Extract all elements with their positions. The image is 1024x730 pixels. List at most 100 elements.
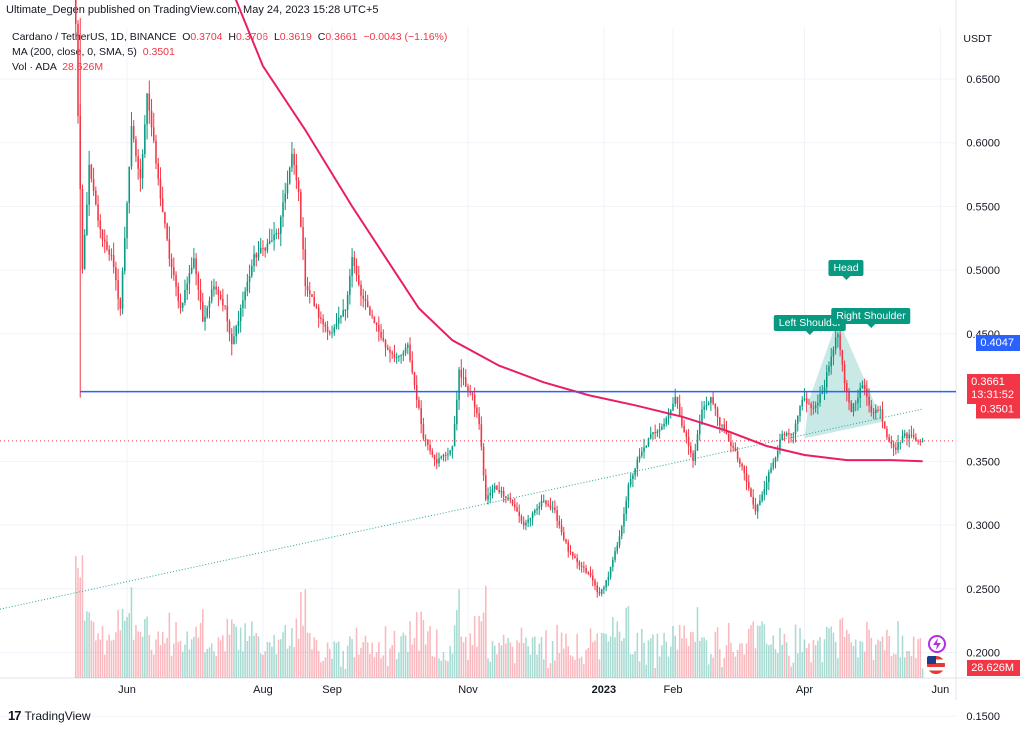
volume-bar	[482, 612, 485, 678]
volume-bar	[518, 642, 521, 678]
candle-body	[585, 568, 587, 573]
volume-bar	[600, 632, 603, 678]
candle-body	[237, 321, 240, 327]
candle-body	[346, 294, 349, 310]
candle-body	[661, 426, 663, 430]
volume-bar	[549, 663, 552, 678]
legend-vol-row: Vol · ADA 28.626M	[12, 60, 447, 75]
candle-body	[190, 267, 193, 273]
volume-bar	[342, 651, 344, 678]
volume-bar	[756, 625, 759, 678]
volume-bar	[721, 667, 723, 678]
volume-bar	[848, 633, 850, 678]
volume-bar	[529, 654, 532, 678]
volume-bar	[400, 636, 402, 678]
volume-bar	[485, 585, 487, 678]
volume-bar	[752, 621, 754, 678]
volume-bar	[355, 627, 358, 678]
candle-body	[386, 347, 389, 350]
volume-bar	[88, 612, 90, 678]
candle-body	[734, 447, 737, 452]
candle-body	[197, 274, 200, 290]
candle-body	[647, 438, 650, 446]
candle-body	[193, 258, 195, 268]
candle-body	[300, 192, 302, 227]
volume-bar	[828, 628, 830, 678]
candle-body	[295, 164, 298, 181]
volume-bar	[308, 633, 311, 678]
candle-body	[678, 403, 681, 417]
candle-body	[496, 485, 498, 490]
candle-body	[159, 178, 162, 199]
candle-body	[389, 349, 391, 353]
candle-body	[282, 202, 284, 217]
candle-body	[148, 93, 151, 111]
volume-bar	[803, 639, 806, 678]
volume-bar	[215, 656, 217, 678]
volume-bar	[870, 637, 873, 678]
ma200-line	[234, 0, 923, 463]
candle-body	[275, 232, 278, 235]
volume-bar	[643, 642, 645, 678]
volume-bar	[257, 636, 260, 678]
candle-body	[268, 240, 271, 244]
candle-body	[857, 397, 859, 403]
us-flag-icon[interactable]	[927, 656, 945, 674]
candle-body	[340, 316, 342, 318]
volume-bar	[148, 634, 151, 678]
candle-body	[779, 439, 781, 451]
ma-badge: 0.3501	[976, 401, 1020, 419]
candle-body	[649, 434, 652, 439]
volume-bar	[271, 646, 273, 678]
volume-bar	[814, 645, 817, 678]
volume-bar	[157, 631, 159, 678]
candle-body	[173, 267, 175, 276]
candle-body	[210, 289, 213, 301]
volume-bar	[801, 651, 804, 678]
candle-body	[502, 490, 505, 497]
candle-body	[217, 289, 220, 295]
candle-body	[137, 156, 139, 169]
candle-body	[805, 398, 808, 404]
volume-bar	[244, 623, 246, 678]
volume-bar	[273, 634, 275, 678]
candle-body	[284, 193, 287, 203]
volume-bar	[326, 642, 329, 678]
candle-body	[293, 153, 295, 165]
volume-bar	[852, 645, 855, 678]
legend-close-label: C	[317, 31, 326, 43]
volume-bar	[170, 655, 173, 678]
candle-body	[540, 500, 543, 507]
volume-bar	[360, 647, 362, 678]
candle-body	[830, 356, 832, 367]
candle-body	[634, 468, 636, 476]
volume-bar	[320, 662, 322, 678]
currency-label: USDT	[963, 33, 992, 45]
candle-body	[741, 464, 743, 467]
volume-bar	[754, 648, 757, 678]
volume-bar	[487, 658, 489, 678]
volume-bar	[687, 645, 690, 678]
candle-body	[248, 275, 251, 282]
x-tick-label: Sep	[322, 684, 342, 696]
lightning-icon[interactable]	[928, 635, 946, 653]
volume-bar	[583, 664, 585, 678]
volume-bar	[268, 642, 271, 678]
x-tick-label: Nov	[458, 684, 478, 696]
volume-bar	[547, 668, 549, 678]
volume-bar	[609, 636, 612, 678]
candle-body	[188, 272, 191, 284]
volume-bar	[596, 633, 599, 678]
volume-bar	[623, 637, 625, 678]
tradingview-logo[interactable]: 17 TradingView	[8, 708, 91, 723]
volume-bar	[317, 650, 320, 678]
candle-body	[772, 462, 775, 468]
volume-bar	[246, 640, 249, 678]
volume-bar	[264, 651, 266, 678]
volume-bar	[295, 618, 298, 678]
candle-body	[202, 301, 204, 322]
volume-bar	[197, 637, 200, 678]
candle-body	[545, 500, 547, 505]
